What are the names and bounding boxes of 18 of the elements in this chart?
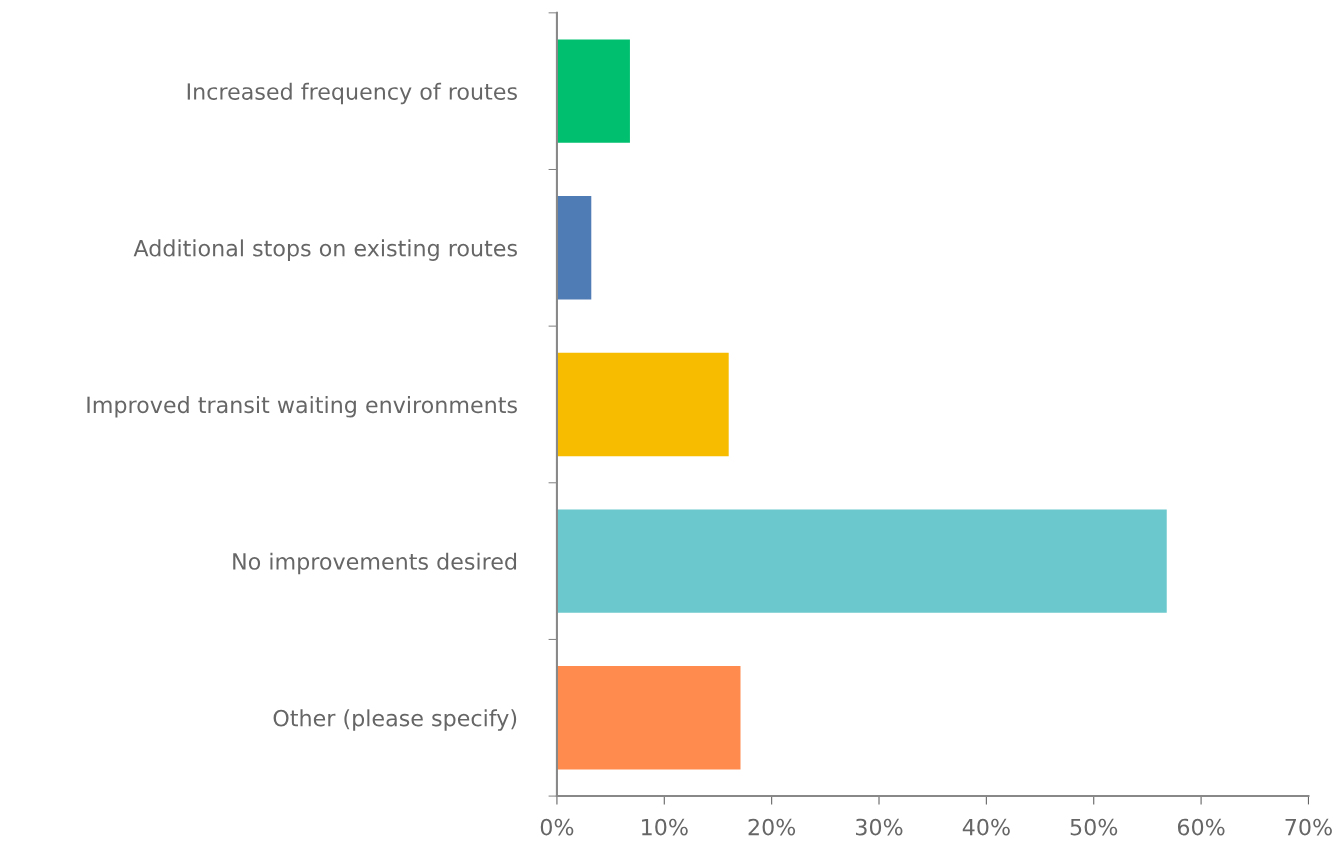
y-tick-label: Additional stops on existing routes — [133, 239, 517, 261]
x-tick-label: 20% — [748, 818, 796, 836]
x-tick-label: 30% — [856, 818, 903, 836]
bar — [556, 352, 729, 457]
bar — [556, 196, 592, 300]
x-tick-label: 70% — [1285, 818, 1332, 836]
y-tick-label: Other (please specify) — [273, 709, 517, 731]
x-tick-label: 50% — [1070, 818, 1118, 836]
y-tick-label: Improved transit waiting environments — [87, 396, 517, 418]
x-tick-label: 40% — [962, 818, 1010, 836]
x-tick-label: 10% — [642, 818, 688, 836]
bar — [556, 666, 741, 770]
x-tick-label: 0% — [540, 818, 574, 836]
y-tick-label: No improvements desired — [233, 552, 517, 575]
bar — [556, 39, 630, 143]
x-tick-label: 60% — [1177, 818, 1225, 836]
bar — [556, 509, 1167, 613]
y-tick-label: Increased frequency of routes — [187, 82, 517, 105]
